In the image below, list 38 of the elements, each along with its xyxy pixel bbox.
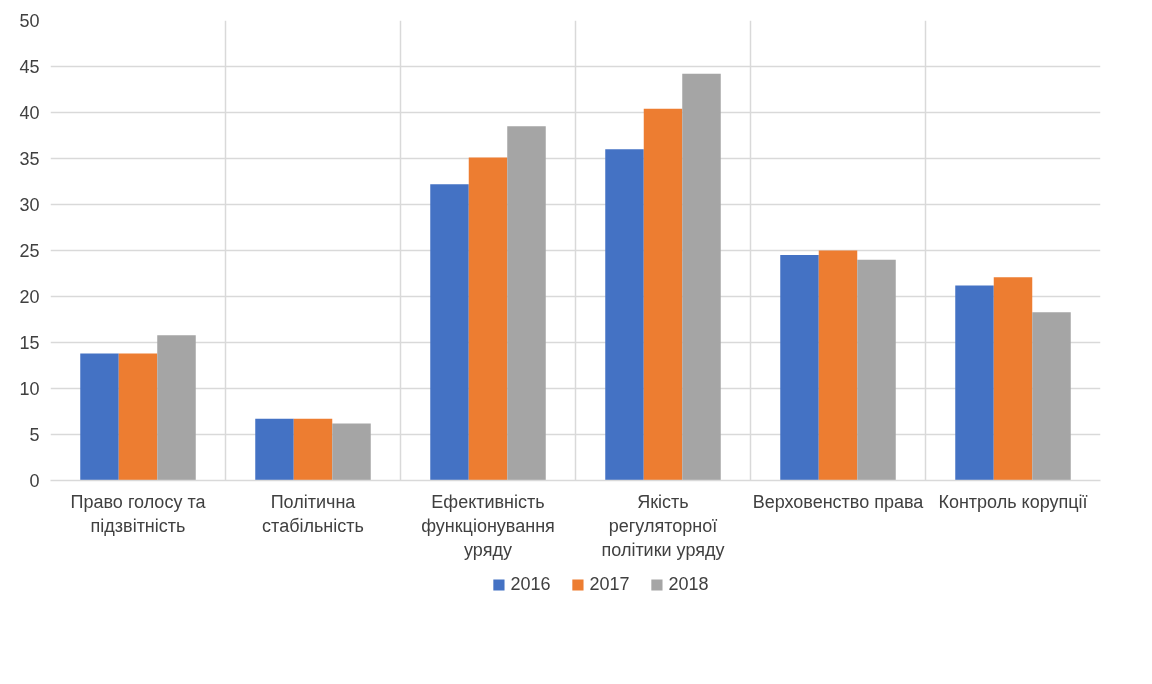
y-tick-label: 10: [19, 379, 40, 399]
legend-label: 2017: [589, 573, 630, 595]
bar: [430, 184, 469, 481]
bar: [332, 423, 371, 481]
legend-label: 2016: [510, 573, 551, 595]
bar: [293, 418, 333, 481]
legend-label: 2018: [668, 573, 709, 595]
x-tick-label: Контроль корупції: [938, 491, 1088, 512]
bar: [1032, 312, 1071, 481]
bar: [605, 149, 644, 481]
bar: [255, 418, 294, 481]
x-tick-label: Політична стабільність: [262, 491, 364, 536]
bar: [643, 108, 683, 481]
bar: [993, 277, 1033, 481]
x-tick-label: Право голосу та підзвітність: [70, 491, 207, 536]
bar: [157, 335, 196, 481]
bar: [818, 250, 858, 481]
bar: [857, 259, 896, 481]
y-tick-label: 45: [19, 57, 40, 77]
x-tick-label: Ефективність функціонування уряду: [421, 491, 555, 560]
y-tick-label: 20: [19, 287, 40, 307]
bar: [682, 73, 721, 481]
bar: [118, 353, 158, 481]
y-tick-label: 40: [19, 103, 40, 123]
bar: [507, 126, 546, 481]
y-tick-label: 50: [19, 11, 40, 31]
y-tick-label: 25: [19, 241, 40, 261]
y-tick-label: 35: [19, 149, 40, 169]
y-tick-label: 30: [19, 195, 40, 215]
y-tick-label: 15: [19, 333, 40, 353]
bar: [780, 255, 819, 481]
bar: [955, 285, 994, 481]
x-tick-label: Верховенство права: [752, 491, 925, 512]
y-tick-label: 5: [29, 425, 40, 445]
y-tick-label: 0: [29, 471, 40, 491]
bar: [80, 353, 119, 481]
x-tick-label: Якість регуляторної політики уряду: [601, 491, 725, 560]
bar: [468, 157, 508, 481]
